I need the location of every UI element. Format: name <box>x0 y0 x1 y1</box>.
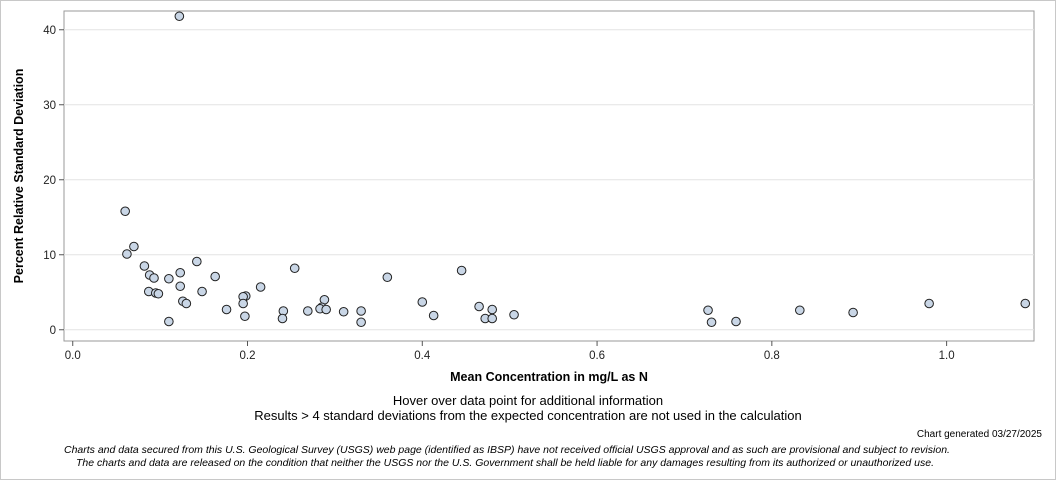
y-tick-label: 40 <box>43 25 56 37</box>
data-point[interactable] <box>1020 298 1031 309</box>
data-point[interactable] <box>210 271 220 282</box>
scatter-chart: 0 10 20 30 40 0.0 0.2 0.4 0.6 0.8 1.0 Mean Concent… <box>12 10 1035 384</box>
data-point[interactable] <box>192 256 202 267</box>
data-point[interactable] <box>474 301 484 312</box>
data-point[interactable] <box>122 249 132 259</box>
y-tick-label: 0 <box>50 325 56 337</box>
data-point[interactable] <box>338 306 349 317</box>
data-point[interactable] <box>221 304 232 315</box>
chart-generated-date: Chart generated 03/27/2025 <box>916 429 1042 440</box>
data-point[interactable] <box>175 267 186 278</box>
data-point[interactable] <box>289 263 300 274</box>
data-point[interactable] <box>153 288 164 299</box>
data-point[interactable] <box>149 273 159 283</box>
data-point[interactable] <box>181 298 192 309</box>
disclaimer-line-1: Charts and data secured from this U.S. G… <box>64 444 950 456</box>
data-point[interactable] <box>795 305 805 316</box>
data-point[interactable] <box>139 261 150 271</box>
data-point[interactable] <box>417 297 428 307</box>
x-tick-label: 0.6 <box>589 350 605 362</box>
x-tick-label: 0.4 <box>414 350 431 362</box>
data-point[interactable] <box>487 304 497 315</box>
x-tick-label: 0.2 <box>240 350 256 362</box>
data-point[interactable] <box>120 206 130 217</box>
data-point[interactable] <box>509 309 519 320</box>
x-axis-title: Mean Concentration in mg/L as N <box>450 370 648 384</box>
data-point[interactable] <box>487 313 497 324</box>
data-point[interactable] <box>164 273 174 284</box>
data-point[interactable] <box>924 298 934 309</box>
data-points[interactable] <box>120 11 1031 328</box>
data-point[interactable] <box>174 11 185 22</box>
data-point[interactable] <box>848 307 858 318</box>
data-point[interactable] <box>303 306 313 316</box>
y-axis-title: Percent Relative Standard Deviation <box>12 69 26 284</box>
data-point[interactable] <box>382 272 393 283</box>
x-tick-label: 0.8 <box>764 350 780 362</box>
data-point[interactable] <box>277 313 288 324</box>
y-tick-label: 30 <box>43 100 56 112</box>
x-tick-label: 0.0 <box>65 350 81 362</box>
data-point[interactable] <box>456 265 467 276</box>
disclaimer-line-2: The charts and data are released on the … <box>76 457 934 469</box>
data-point[interactable] <box>356 317 366 328</box>
data-point[interactable] <box>197 286 207 297</box>
plot-area <box>63 10 1035 342</box>
data-point[interactable] <box>175 281 186 292</box>
data-point[interactable] <box>321 304 331 315</box>
data-point[interactable] <box>428 310 439 321</box>
data-point[interactable] <box>706 317 717 328</box>
data-point[interactable] <box>240 311 250 322</box>
data-point[interactable] <box>164 316 174 327</box>
results-note: Results > 4 standard deviations from the… <box>254 408 802 423</box>
hover-note: Hover over data point for additional inf… <box>392 393 664 408</box>
axes: 0 10 20 30 40 0.0 0.2 0.4 0.6 0.8 1.0 <box>43 25 954 362</box>
data-point[interactable] <box>731 316 741 327</box>
y-tick-label: 20 <box>43 175 56 187</box>
data-point[interactable] <box>129 241 139 252</box>
x-tick-label: 1.0 <box>939 350 955 362</box>
data-point[interactable] <box>703 305 713 316</box>
data-point[interactable] <box>238 298 248 309</box>
data-point[interactable] <box>255 282 266 292</box>
y-tick-label: 10 <box>43 250 56 262</box>
grid-lines <box>64 29 1034 331</box>
data-point[interactable] <box>356 306 366 316</box>
